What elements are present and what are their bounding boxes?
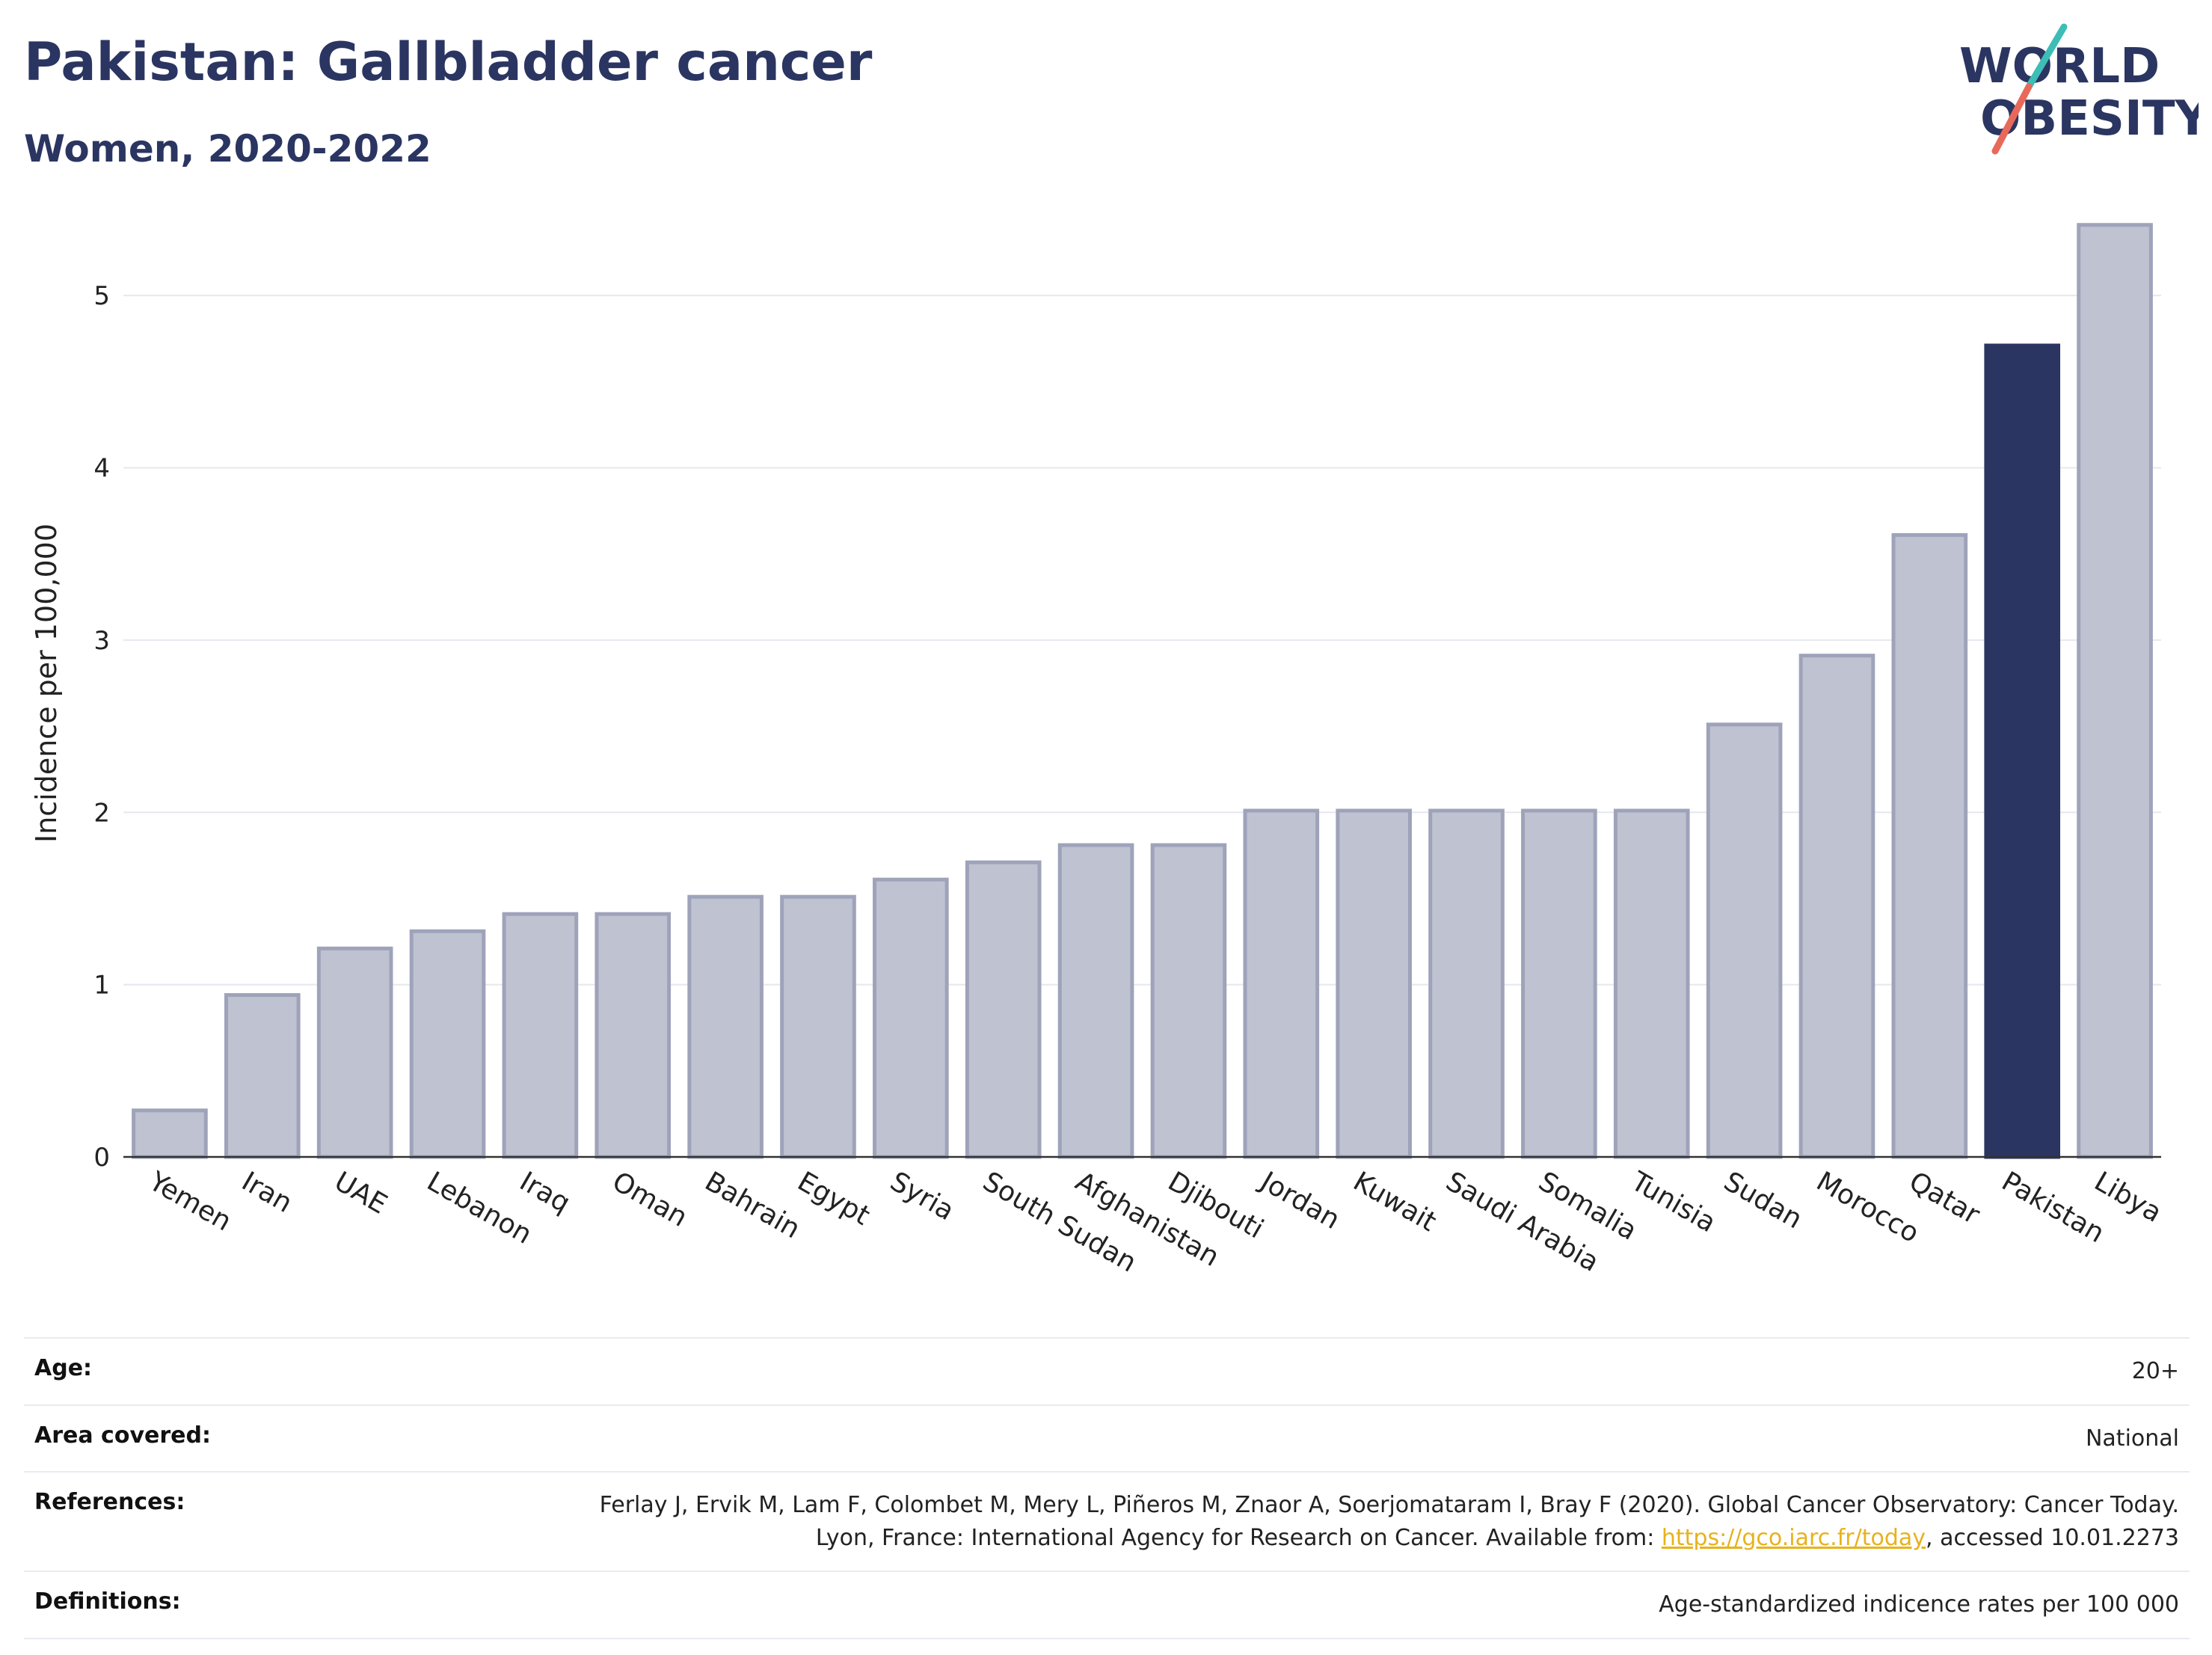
- x-tick-label: Yemen: [144, 1166, 237, 1238]
- x-tick-label: Morocco: [1811, 1166, 1924, 1249]
- page-title: Pakistan: Gallbladder cancer: [24, 31, 873, 93]
- y-tick-label: 4: [93, 454, 110, 484]
- x-tick-label: UAE: [329, 1166, 392, 1220]
- bar-afghanistan: [1057, 843, 1134, 1159]
- info-table: Age: 20+ Area covered: National Referenc…: [24, 1337, 2190, 1639]
- y-axis-label: Incidence per 100,000: [30, 523, 63, 843]
- chart-bars: [132, 223, 2153, 1159]
- info-row-age: Age: 20+: [24, 1337, 2190, 1404]
- bar-egypt: [780, 894, 856, 1159]
- bar-syria: [873, 877, 949, 1159]
- age-label: Age:: [34, 1355, 93, 1381]
- x-tick-label: South Sudan: [977, 1166, 1141, 1278]
- logo-text-line2: OBESITY: [1980, 91, 2199, 147]
- x-tick-label: Tunisia: [1625, 1166, 1721, 1238]
- bar-tunisia: [1613, 808, 1690, 1159]
- references-text-after: , accessed 10.01.2273: [1926, 1524, 2179, 1551]
- area-label: Area covered:: [34, 1422, 211, 1449]
- bar-kuwait: [1336, 808, 1412, 1159]
- bar-libya: [2077, 223, 2153, 1159]
- logo-slash-red: [1991, 83, 2033, 155]
- x-tick-label: Kuwait: [1348, 1166, 1442, 1238]
- bar-somalia: [1521, 808, 1597, 1159]
- references-text: Ferlay J, Ervik M, Lam F, Colombet M, Me…: [599, 1492, 2179, 1551]
- bar-yemen: [132, 1108, 208, 1159]
- definitions-label: Definitions:: [34, 1588, 181, 1615]
- bar-jordan: [1243, 808, 1320, 1159]
- y-axis-ticks: 0 1 2 3 4 5: [93, 281, 110, 1173]
- definitions-value: Age-standardized indicence rates per 100…: [1659, 1591, 2179, 1618]
- x-tick-label: Iran: [236, 1166, 297, 1219]
- bar-djibouti: [1150, 843, 1227, 1159]
- bar-pakistan: [1984, 343, 2061, 1159]
- x-tick-label: Saudi Arabia: [1441, 1166, 1604, 1278]
- bar-qatar: [1891, 532, 1968, 1159]
- info-row-area: Area covered: National: [24, 1404, 2190, 1472]
- x-tick-label: Oman: [607, 1166, 692, 1233]
- logo-slash-teal: [2025, 23, 2068, 90]
- bar-saudi-arabia: [1428, 808, 1505, 1159]
- y-tick-label: 5: [93, 281, 110, 311]
- x-tick-label: Pakistan: [1997, 1166, 2110, 1249]
- bar-uae: [316, 946, 393, 1159]
- info-row-definitions: Definitions: Age-standardized indicence …: [24, 1570, 2190, 1639]
- y-tick-label: 1: [93, 971, 110, 1001]
- page-subtitle: Women, 2020-2022: [24, 127, 431, 171]
- x-tick-label: Jordan: [1254, 1165, 1345, 1235]
- x-tick-label: Iraq: [514, 1166, 575, 1219]
- bar-sudan: [1706, 722, 1783, 1159]
- bar-iran: [224, 992, 301, 1159]
- y-tick-label: 2: [93, 798, 110, 828]
- y-tick-label: 0: [93, 1143, 110, 1173]
- bar-morocco: [1798, 654, 1875, 1159]
- bar-lebanon: [409, 929, 486, 1159]
- age-value: 20+: [2131, 1358, 2179, 1384]
- logo-text-line1: WORLD: [1959, 39, 2160, 94]
- area-value: National: [2085, 1425, 2179, 1452]
- references-label: References:: [34, 1489, 185, 1515]
- bar-oman: [595, 912, 672, 1159]
- x-tick-label: Egypt: [792, 1166, 874, 1231]
- y-tick-label: 3: [93, 626, 110, 656]
- x-tick-label: Lebanon: [422, 1166, 537, 1250]
- world-obesity-logo: WORLD OBESITY: [1959, 23, 2199, 155]
- x-tick-label: Bahrain: [700, 1166, 805, 1244]
- bar-south-sudan: [965, 860, 1042, 1159]
- bar-bahrain: [687, 894, 764, 1159]
- x-tick-label: Sudan: [1718, 1166, 1807, 1235]
- info-row-references: References: Ferlay J, Ervik M, Lam F, Co…: [24, 1471, 2190, 1570]
- references-value: Ferlay J, Ervik M, Lam F, Colombet M, Me…: [571, 1489, 2179, 1554]
- bar-iraq: [502, 912, 579, 1159]
- references-link[interactable]: https://gco.iarc.fr/today: [1661, 1524, 1926, 1551]
- x-tick-label: Syria: [885, 1166, 959, 1226]
